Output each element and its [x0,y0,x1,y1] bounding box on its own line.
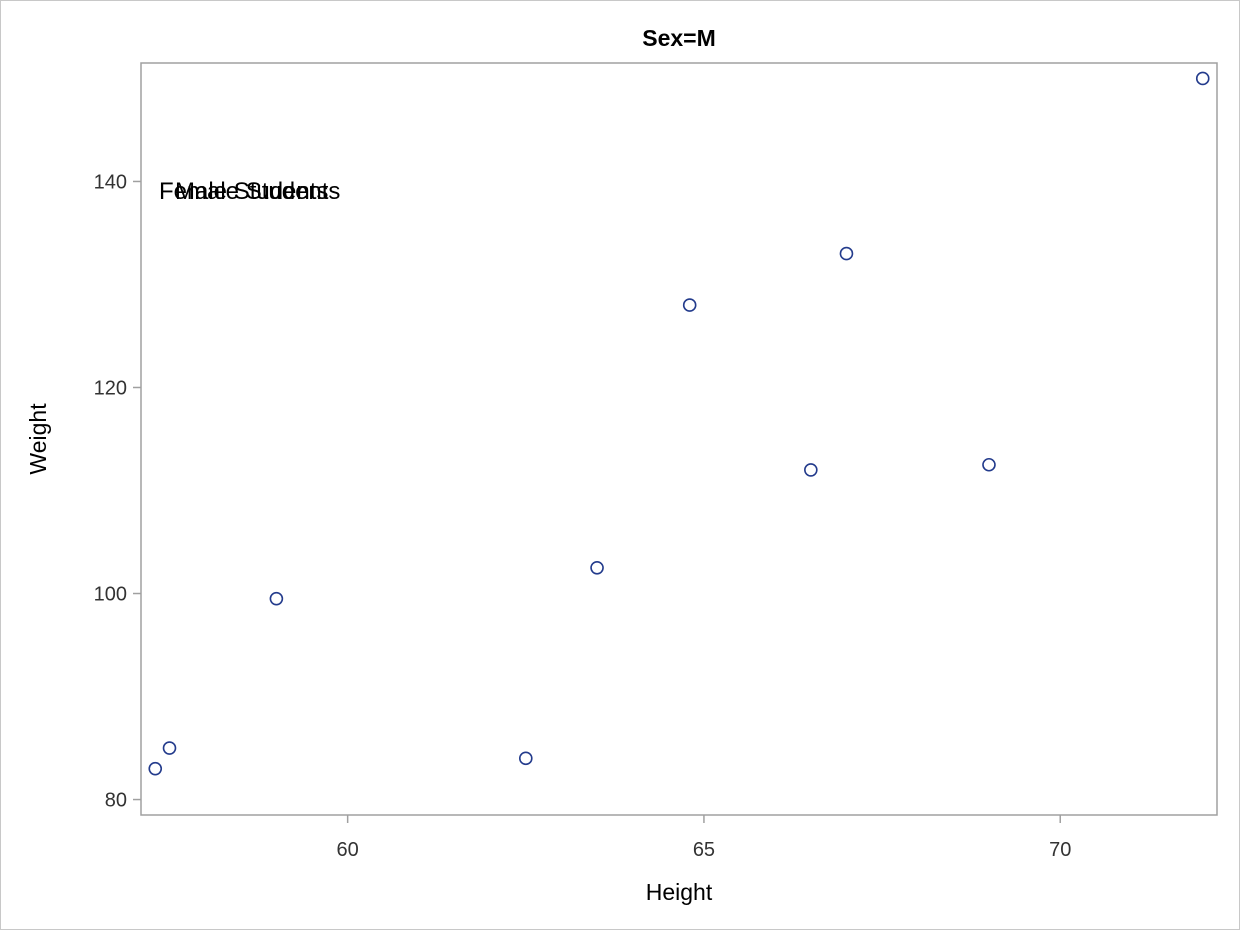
y-tick-label-2: 120 [94,377,127,399]
chart-title: Sex=M [642,25,716,51]
x-axis-title: Height [646,879,713,905]
x-axis: 60 65 70 [337,815,1071,861]
scatter-point-6 [804,463,818,477]
inset-annotation-0: Female Students [159,178,340,205]
x-tick-label-0: 60 [337,839,359,861]
scatter-point-8 [982,457,996,472]
x-tick-label-1: 65 [693,839,715,861]
y-axis: 80 100 120 140 [94,171,141,812]
plot-area [140,62,1218,816]
scatter-point-1 [162,741,177,755]
y-tick-label-3: 140 [94,171,127,193]
scatter-point-5 [682,298,697,312]
scatter-point-7 [839,246,854,261]
scatter-point-4 [590,560,604,575]
y-tick-label-0: 80 [105,790,127,812]
scatter-point-0 [148,761,163,776]
y-axis-title: Weight [25,403,51,475]
scatter-points [148,71,1210,776]
scatter-point-3 [518,751,533,766]
inset-annotation-1: Male Students [175,178,328,205]
y-tick-label-1: 100 [94,584,127,606]
scatter-point-9 [1195,71,1210,86]
x-tick-label-2: 70 [1049,839,1071,861]
scatter-point-2 [269,591,284,606]
